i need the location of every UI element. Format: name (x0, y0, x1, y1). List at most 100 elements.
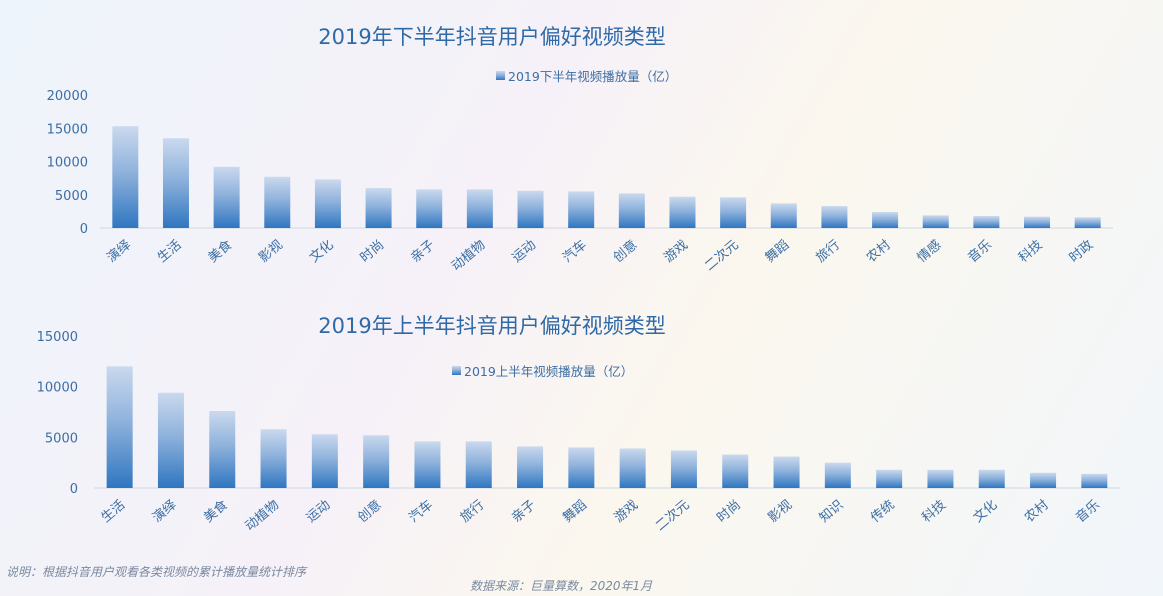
x-tick-label: 情感 (914, 237, 944, 266)
bar (363, 435, 390, 488)
bar (209, 410, 236, 488)
bar (770, 203, 797, 228)
y-tick-label: 10000 (47, 156, 88, 171)
x-tick-label: 农村 (1022, 498, 1052, 526)
bar (973, 216, 1000, 228)
x-tick-label: 传统 (868, 498, 898, 526)
x-tick-label: 亲子 (509, 498, 539, 526)
x-tick-label: 生活 (99, 498, 129, 526)
x-tick-label: 旅行 (813, 238, 843, 266)
x-tick-label: 农村 (864, 238, 894, 266)
bar (517, 446, 544, 488)
bar (517, 190, 544, 228)
x-tick-label: 时尚 (714, 498, 744, 526)
bar (978, 469, 1005, 488)
bar (314, 179, 341, 228)
bar (720, 197, 747, 228)
x-axis: 生活 演绎 美食 动植物 运动 创意 汽车 旅行 亲子 舞蹈 游戏 二次元 时尚 影视 知识 传统 科技 文化 农村… (99, 497, 1103, 534)
legend-swatch (452, 366, 461, 375)
x-tick-label: 演绎 (104, 237, 134, 266)
bar (1030, 472, 1057, 488)
x-tick-label: 动植物 (243, 498, 283, 535)
bar (157, 392, 184, 488)
bar (1074, 217, 1101, 228)
x-tick-label: 游戏 (661, 238, 691, 266)
y-axis: 0 5000 10000 15000 (37, 330, 78, 497)
x-tick-label: 时政 (1067, 238, 1097, 266)
x-tick-label: 影视 (256, 238, 286, 266)
x-tick-label: 舞蹈 (560, 498, 590, 526)
bar (414, 441, 441, 488)
y-tick-label: 15000 (37, 330, 78, 345)
y-tick-label: 0 (80, 222, 88, 237)
bar (213, 166, 240, 228)
bar (112, 126, 139, 228)
footer-note: 说明：根据抖音用户观看各类视频的累计播放量统计排序 (6, 565, 307, 579)
x-tick-label: 生活 (155, 238, 185, 266)
bar (1081, 473, 1108, 488)
chart-h2-2019: 2019年下半年抖音用户偏好视频类型 2019下半年视频播放量（亿） 0 5000… (47, 25, 1113, 274)
bar (821, 206, 848, 228)
x-tick-label: 文化 (971, 498, 1001, 526)
x-tick-label: 知识 (816, 497, 846, 526)
y-tick-label: 10000 (37, 381, 78, 396)
bar (264, 176, 291, 228)
y-tick-label: 20000 (47, 89, 88, 104)
bars (106, 366, 1108, 488)
x-tick-label: 动植物 (449, 238, 489, 275)
bar (773, 456, 800, 488)
footer-source: 数据来源：巨量算数，2020年1月 (470, 579, 653, 593)
x-tick-label: 运动 (510, 238, 540, 266)
x-tick-label: 汽车 (560, 237, 590, 266)
x-tick-label: 美食 (201, 497, 231, 526)
x-axis: 演绎 生活 美食 影视 文化 时尚 亲子 动植物 运动 汽车 创意 游戏 二次元 舞蹈 旅行 农村 情感 音乐 科技… (104, 237, 1097, 274)
x-tick-label: 文化 (307, 238, 337, 266)
y-tick-label: 5000 (45, 431, 78, 446)
bar (872, 212, 899, 228)
bar (311, 434, 338, 488)
legend: 2019上半年视频播放量（亿） (452, 364, 633, 379)
bar (568, 191, 595, 228)
bar (1024, 216, 1051, 228)
bar (722, 454, 749, 488)
x-tick-label: 亲子 (408, 238, 438, 266)
bar (106, 366, 133, 488)
x-tick-label: 二次元 (702, 237, 742, 274)
x-tick-label: 创意 (610, 237, 640, 266)
y-axis: 0 5000 10000 15000 20000 (47, 89, 88, 237)
bars (112, 126, 1101, 228)
bar (922, 215, 949, 228)
x-tick-label: 科技 (1016, 238, 1046, 266)
legend-swatch (496, 71, 505, 80)
x-tick-label: 旅行 (458, 498, 488, 526)
x-tick-label: 创意 (355, 497, 385, 526)
x-tick-label: 音乐 (965, 237, 995, 266)
x-tick-label: 时尚 (358, 238, 388, 266)
legend: 2019下半年视频播放量（亿） (496, 69, 677, 84)
bar (568, 447, 595, 488)
bar (669, 196, 696, 228)
bar (618, 193, 645, 228)
chart-title: 2019年上半年抖音用户偏好视频类型 (318, 314, 665, 338)
bar (465, 441, 492, 488)
x-tick-label: 演绎 (149, 497, 179, 526)
x-tick-label: 舞蹈 (763, 238, 793, 266)
bar (416, 189, 443, 228)
x-tick-label: 科技 (919, 498, 949, 526)
bar (260, 429, 287, 488)
x-tick-label: 二次元 (652, 497, 692, 534)
bar (824, 462, 851, 488)
chart-h1-2019: 2019年上半年抖音用户偏好视频类型 2019上半年视频播放量（亿） 0 5000… (37, 314, 1120, 534)
x-tick-label: 美食 (205, 237, 235, 266)
legend-label: 2019下半年视频播放量（亿） (508, 69, 677, 84)
bar (670, 450, 697, 488)
x-tick-label: 影视 (766, 498, 796, 526)
x-tick-label: 汽车 (406, 497, 436, 526)
bar (619, 448, 646, 488)
bar (927, 469, 954, 488)
x-tick-label: 游戏 (612, 498, 642, 526)
bar (466, 189, 493, 228)
x-tick-label: 音乐 (1073, 497, 1103, 526)
bar (365, 188, 392, 228)
